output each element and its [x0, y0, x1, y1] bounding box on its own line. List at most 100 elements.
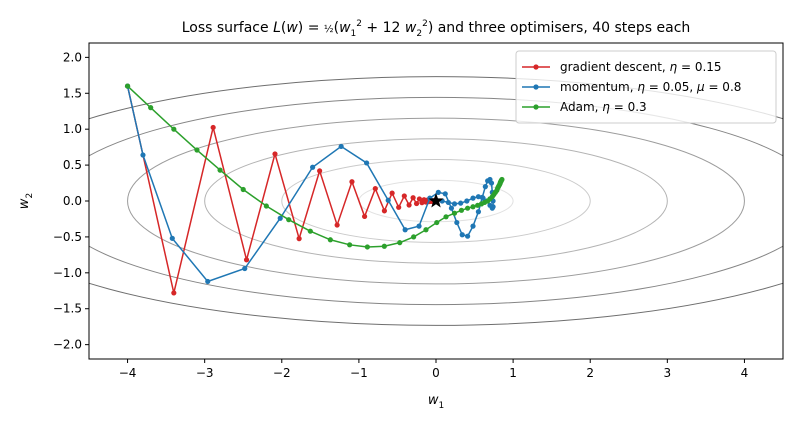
x-tick-label: 0 [432, 366, 440, 380]
series-1-point [334, 222, 340, 228]
x-axis-label: w1 [428, 393, 444, 411]
series-2-point [435, 189, 441, 195]
contour-6 [89, 76, 783, 326]
series-1-point [416, 196, 423, 202]
series-1-point [243, 257, 250, 263]
series-1 [124, 83, 439, 296]
contour-4 [127, 117, 745, 285]
x-tick-label: −4 [119, 366, 137, 380]
series-1-point [410, 195, 416, 201]
series-2 [124, 83, 496, 285]
series-3-point [381, 243, 387, 249]
y-tick-label: 2.0 [63, 50, 82, 64]
series-3-point [364, 244, 370, 250]
series-2-point [480, 195, 486, 201]
series-1-point [401, 193, 407, 199]
series-3-point [423, 227, 429, 233]
series-2-point [475, 209, 482, 215]
series-3-point [411, 234, 417, 240]
series-2-point [470, 223, 476, 229]
legend-swatch-marker [533, 104, 539, 110]
chart-title: Loss surface L(w) = ½(w12 + 12 w22) and … [182, 19, 691, 39]
x-tick-label: 1 [509, 366, 517, 380]
series-2-point [458, 200, 464, 206]
series-3-point [194, 147, 200, 153]
y-tick-label: 1.5 [63, 86, 82, 100]
series-1-point [372, 186, 378, 192]
legend-label: Adam, η = 0.3 [560, 100, 647, 114]
y-axis-ticks: −2.0 −1.5 −1.0 −0.5 0.0 0.5 1.0 1.5 2.0 [53, 50, 89, 352]
series-1-point [296, 236, 302, 242]
series-1-point [413, 200, 420, 207]
loss-contours [89, 76, 783, 326]
series-2-point [310, 164, 316, 170]
series-3-point [347, 242, 353, 248]
minimum-layer [428, 193, 444, 208]
series-2-point [475, 194, 482, 200]
x-tick-label: −2 [273, 366, 291, 380]
series-2-point [451, 201, 458, 207]
series-3-point [217, 167, 223, 173]
legend-label: momentum, η = 0.05, μ = 0.8 [560, 80, 741, 94]
series-2-point [448, 205, 455, 211]
series-2-point [459, 232, 465, 238]
series-2-point [416, 223, 422, 229]
y-tick-label: −1.5 [53, 302, 82, 316]
y-tick-label: 0.0 [63, 194, 82, 208]
series-3-point [451, 210, 458, 216]
series-2-line [126, 85, 494, 283]
series-3-point [307, 228, 313, 234]
legend-label: gradient descent, η = 0.15 [560, 60, 722, 74]
y-tick-label: −2.0 [53, 338, 82, 352]
series-2-point [169, 235, 175, 241]
x-tick-label: 4 [741, 366, 749, 380]
y-tick-label: −0.5 [53, 230, 82, 244]
x-tick-label: 2 [586, 366, 594, 380]
series-2-point [385, 197, 391, 203]
legend: gradient descent, η = 0.15 momentum, η = … [515, 50, 777, 124]
contour-5 [89, 96, 783, 306]
series-3-point [434, 219, 440, 226]
series-2-point [364, 160, 370, 166]
series-1-point [317, 168, 323, 174]
x-tick-label: 3 [664, 366, 672, 380]
series-3-point [470, 204, 476, 210]
x-tick-label: −3 [196, 366, 214, 380]
series-3-point [443, 214, 449, 220]
series-layer [124, 83, 505, 296]
series-3-point [240, 186, 246, 193]
legend-swatch-marker [533, 64, 539, 70]
series-1-point [406, 202, 412, 208]
series-2-point [487, 202, 493, 208]
series-3-point [148, 105, 154, 111]
series-2-point [454, 219, 460, 226]
series-1-point [396, 204, 402, 210]
series-1-point [272, 151, 278, 157]
series-3-point [327, 237, 333, 243]
y-tick-label: 0.5 [63, 158, 82, 172]
series-3-point [286, 217, 292, 223]
series-2-point [464, 198, 470, 204]
series-2-point [465, 233, 471, 239]
series-3-point [465, 205, 471, 211]
contour-2 [281, 159, 591, 243]
series-2-point [442, 191, 448, 197]
series-3-point [458, 207, 465, 213]
series-2-point [338, 143, 344, 150]
series-2-point [445, 199, 451, 206]
series-2-point [402, 227, 408, 233]
y-axis-label: w2 [17, 193, 35, 209]
series-3-point [263, 203, 269, 209]
y-tick-label: −1.0 [53, 266, 82, 280]
x-tick-label: −1 [350, 366, 368, 380]
series-1-point [361, 213, 368, 220]
minimum-star [428, 193, 444, 208]
series-1-point [171, 290, 177, 296]
series-2-point [140, 152, 146, 158]
series-2-point [488, 180, 495, 186]
series-2-point [470, 195, 476, 201]
series-3-point [499, 176, 505, 183]
series-3-point [397, 240, 403, 246]
series-1-point [381, 208, 388, 214]
